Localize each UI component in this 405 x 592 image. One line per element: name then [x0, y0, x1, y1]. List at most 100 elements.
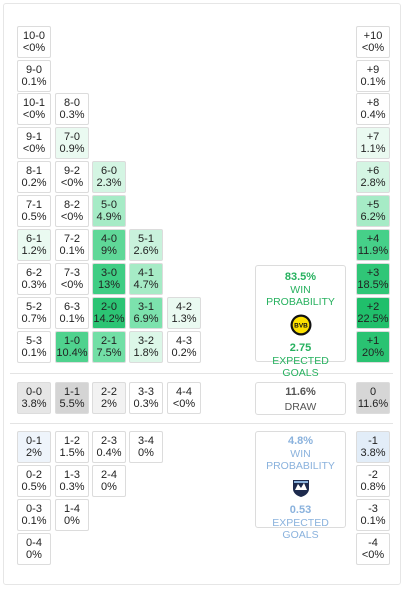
home-margin-cell: +3 18.5% — [356, 263, 390, 295]
score-label: 0-4 — [26, 537, 42, 549]
away-score-cell: 3-4 0% — [129, 431, 163, 463]
home-score-cell: 7-1 0.5% — [17, 195, 51, 227]
away-score-cell: 2-4 0% — [92, 465, 126, 497]
probability-label: <0% — [22, 143, 46, 155]
probability-label: 0.1% — [59, 313, 85, 325]
draw-info: 11.6% DRAW — [255, 382, 346, 415]
score-label: 9-0 — [26, 64, 42, 76]
home-score-cell: 9-2 <0% — [55, 161, 89, 193]
score-label: 2-1 — [101, 335, 117, 347]
score-label: +6 — [366, 165, 380, 177]
home-score-cell: 6-2 0.3% — [17, 263, 51, 295]
score-label: 5-1 — [138, 233, 154, 245]
score-label: -1 — [368, 435, 378, 447]
away-score-cell: 2-3 0.4% — [92, 431, 126, 463]
probability-label: 13% — [97, 279, 121, 291]
divider-bottom — [10, 423, 393, 424]
score-label: 6-1 — [26, 233, 42, 245]
score-label: +2 — [366, 301, 380, 313]
away-score-cell: 0-1 2% — [17, 431, 51, 463]
score-label: 3-3 — [138, 386, 154, 398]
score-label: 6-2 — [26, 267, 42, 279]
home-expected-goals-label: EXPECTED GOALS — [272, 355, 329, 379]
score-label: 3-2 — [138, 335, 154, 347]
home-score-cell: 2-0 14.2% — [92, 297, 126, 329]
probability-label: 0.5% — [21, 211, 47, 223]
probability-label: 11.9% — [357, 245, 389, 257]
probability-label: 0.3% — [59, 481, 85, 493]
probability-label: 1.8% — [133, 347, 159, 359]
draw-score-cell: 0-0 3.8% — [17, 382, 51, 414]
home-score-cell: 8-0 0.3% — [55, 93, 89, 125]
score-label: 0-3 — [26, 503, 42, 515]
home-score-cell: 9-1 <0% — [17, 127, 51, 159]
home-score-cell: 4-0 9% — [92, 229, 126, 261]
probability-label: 0.2% — [21, 177, 47, 189]
probability-label: 0.9% — [59, 143, 85, 155]
probability-label: 22.5% — [357, 313, 389, 325]
score-label: 7-2 — [64, 233, 80, 245]
score-label: 7-0 — [64, 131, 80, 143]
score-label: 4-4 — [176, 386, 192, 398]
home-score-cell: 4-3 0.2% — [167, 331, 201, 363]
score-label: 0-2 — [26, 469, 42, 481]
home-score-cell: 5-0 4.9% — [92, 195, 126, 227]
probability-label: 0.1% — [360, 515, 386, 527]
home-margin-cell: +1 20% — [356, 331, 390, 363]
home-win-info: 83.5% WIN PROBABILITY BVB 2.75 EXPECTED … — [255, 265, 346, 379]
score-label: 2-2 — [101, 386, 117, 398]
probability-label: <0% — [361, 42, 385, 54]
away-margin-cell: -1 3.8% — [356, 431, 390, 463]
home-score-cell: 9-0 0.1% — [17, 60, 51, 92]
divider-top — [10, 373, 393, 374]
score-label: 2-4 — [101, 469, 117, 481]
score-label: 8-0 — [64, 97, 80, 109]
score-label: 1-2 — [64, 435, 80, 447]
score-label: 4-2 — [176, 301, 192, 313]
home-score-cell: 6-0 2.3% — [92, 161, 126, 193]
score-label: -4 — [368, 537, 378, 549]
score-label: 0-1 — [26, 435, 42, 447]
home-margin-cell: +9 0.1% — [356, 60, 390, 92]
probability-label: 2.8% — [360, 177, 386, 189]
probability-label: 3.8% — [360, 447, 386, 459]
probability-label: <0% — [60, 177, 84, 189]
away-expected-goals-label: EXPECTED GOALS — [272, 517, 329, 541]
probability-label: 1.5% — [59, 447, 85, 459]
probability-label: 0% — [138, 447, 154, 459]
probability-label: 6.9% — [133, 313, 159, 325]
home-margin-cell: +2 22.5% — [356, 297, 390, 329]
score-label: 2-3 — [101, 435, 117, 447]
score-label: +7 — [366, 131, 380, 143]
score-label: 7-1 — [26, 199, 42, 211]
score-label: 5-3 — [26, 335, 42, 347]
probability-label: <0% — [361, 549, 385, 561]
probability-label: 0.3% — [21, 279, 47, 291]
probability-label: 4.9% — [96, 211, 122, 223]
home-score-cell: 4-2 1.3% — [167, 297, 201, 329]
probability-label: 9% — [101, 245, 117, 257]
probability-label: 2% — [26, 447, 42, 459]
away-score-cell: 1-2 1.5% — [55, 431, 89, 463]
probability-label: <0% — [60, 211, 84, 223]
away-score-cell: 1-3 0.3% — [55, 465, 89, 497]
score-label: 7-3 — [64, 267, 80, 279]
home-score-cell: 4-1 4.7% — [129, 263, 163, 295]
score-label: +5 — [366, 199, 380, 211]
bvb-crest-icon: BVB — [290, 314, 311, 336]
score-label: +10 — [363, 30, 383, 42]
score-label: 4-1 — [138, 267, 154, 279]
away-score-cell: 0-3 0.1% — [17, 499, 51, 531]
home-margin-cell: +4 11.9% — [356, 229, 390, 261]
home-score-cell: 2-1 7.5% — [92, 331, 126, 363]
score-label: +8 — [366, 97, 380, 109]
bvb-crest-text: BVB — [294, 323, 308, 330]
home-score-cell: 6-3 0.1% — [55, 297, 89, 329]
probability-label: 0.1% — [21, 515, 47, 527]
draw-probability-value: 11.6% — [285, 386, 316, 398]
home-margin-cell: +6 2.8% — [356, 161, 390, 193]
probability-label: 0.5% — [21, 481, 47, 493]
probability-label: 0.4% — [96, 447, 122, 459]
probability-label: <0% — [22, 42, 46, 54]
home-win-probability-value: 83.5% — [284, 271, 317, 283]
